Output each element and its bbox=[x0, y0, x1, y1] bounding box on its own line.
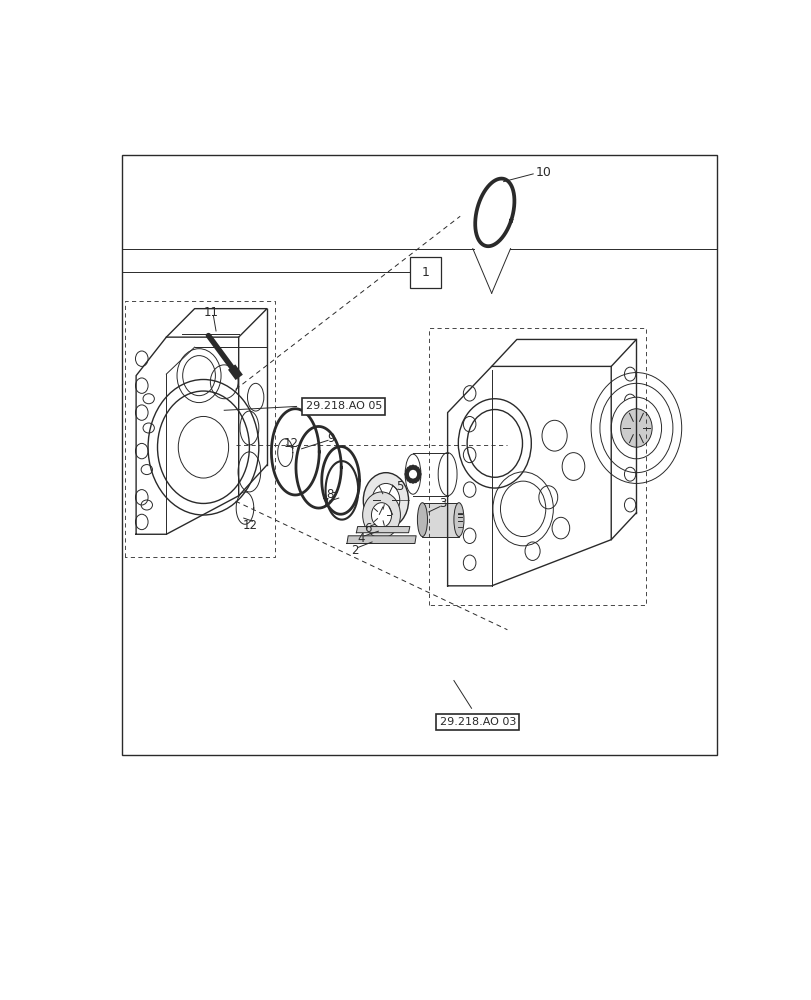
Circle shape bbox=[414, 479, 417, 483]
Polygon shape bbox=[356, 527, 410, 533]
Text: 3: 3 bbox=[439, 497, 446, 510]
Circle shape bbox=[415, 477, 418, 481]
Text: 4: 4 bbox=[357, 532, 365, 545]
Text: 1: 1 bbox=[421, 266, 429, 279]
Ellipse shape bbox=[405, 454, 420, 494]
Circle shape bbox=[406, 477, 410, 481]
Circle shape bbox=[363, 492, 400, 538]
Circle shape bbox=[611, 397, 661, 459]
Text: 29.218.AO 05: 29.218.AO 05 bbox=[305, 401, 381, 411]
Circle shape bbox=[411, 465, 414, 469]
Circle shape bbox=[411, 479, 414, 483]
Ellipse shape bbox=[453, 503, 463, 537]
Circle shape bbox=[409, 479, 412, 483]
Circle shape bbox=[406, 475, 408, 479]
Bar bbox=[122, 155, 716, 755]
Text: 12: 12 bbox=[284, 437, 298, 450]
Text: 7: 7 bbox=[321, 497, 329, 510]
Circle shape bbox=[620, 409, 651, 447]
Circle shape bbox=[417, 475, 420, 479]
Circle shape bbox=[417, 472, 420, 476]
Circle shape bbox=[371, 483, 399, 517]
Circle shape bbox=[415, 467, 418, 471]
Text: 10: 10 bbox=[535, 166, 551, 179]
Text: 11: 11 bbox=[204, 306, 218, 319]
Text: 29.218.AO 03: 29.218.AO 03 bbox=[439, 717, 515, 727]
Text: 8: 8 bbox=[326, 488, 333, 501]
Text: 9: 9 bbox=[326, 432, 334, 445]
Circle shape bbox=[414, 466, 417, 470]
Circle shape bbox=[406, 470, 408, 473]
Text: 5: 5 bbox=[396, 480, 403, 493]
Text: 12: 12 bbox=[242, 519, 257, 532]
Polygon shape bbox=[346, 536, 416, 544]
Circle shape bbox=[417, 470, 420, 473]
Text: 6: 6 bbox=[364, 522, 371, 535]
FancyBboxPatch shape bbox=[410, 257, 440, 288]
Circle shape bbox=[363, 473, 408, 528]
Circle shape bbox=[406, 467, 410, 471]
Text: 2: 2 bbox=[350, 544, 358, 557]
Bar bbox=[422, 503, 458, 537]
Circle shape bbox=[371, 503, 391, 527]
Ellipse shape bbox=[417, 503, 427, 537]
Circle shape bbox=[409, 466, 412, 470]
Ellipse shape bbox=[438, 453, 457, 496]
Circle shape bbox=[405, 472, 408, 476]
